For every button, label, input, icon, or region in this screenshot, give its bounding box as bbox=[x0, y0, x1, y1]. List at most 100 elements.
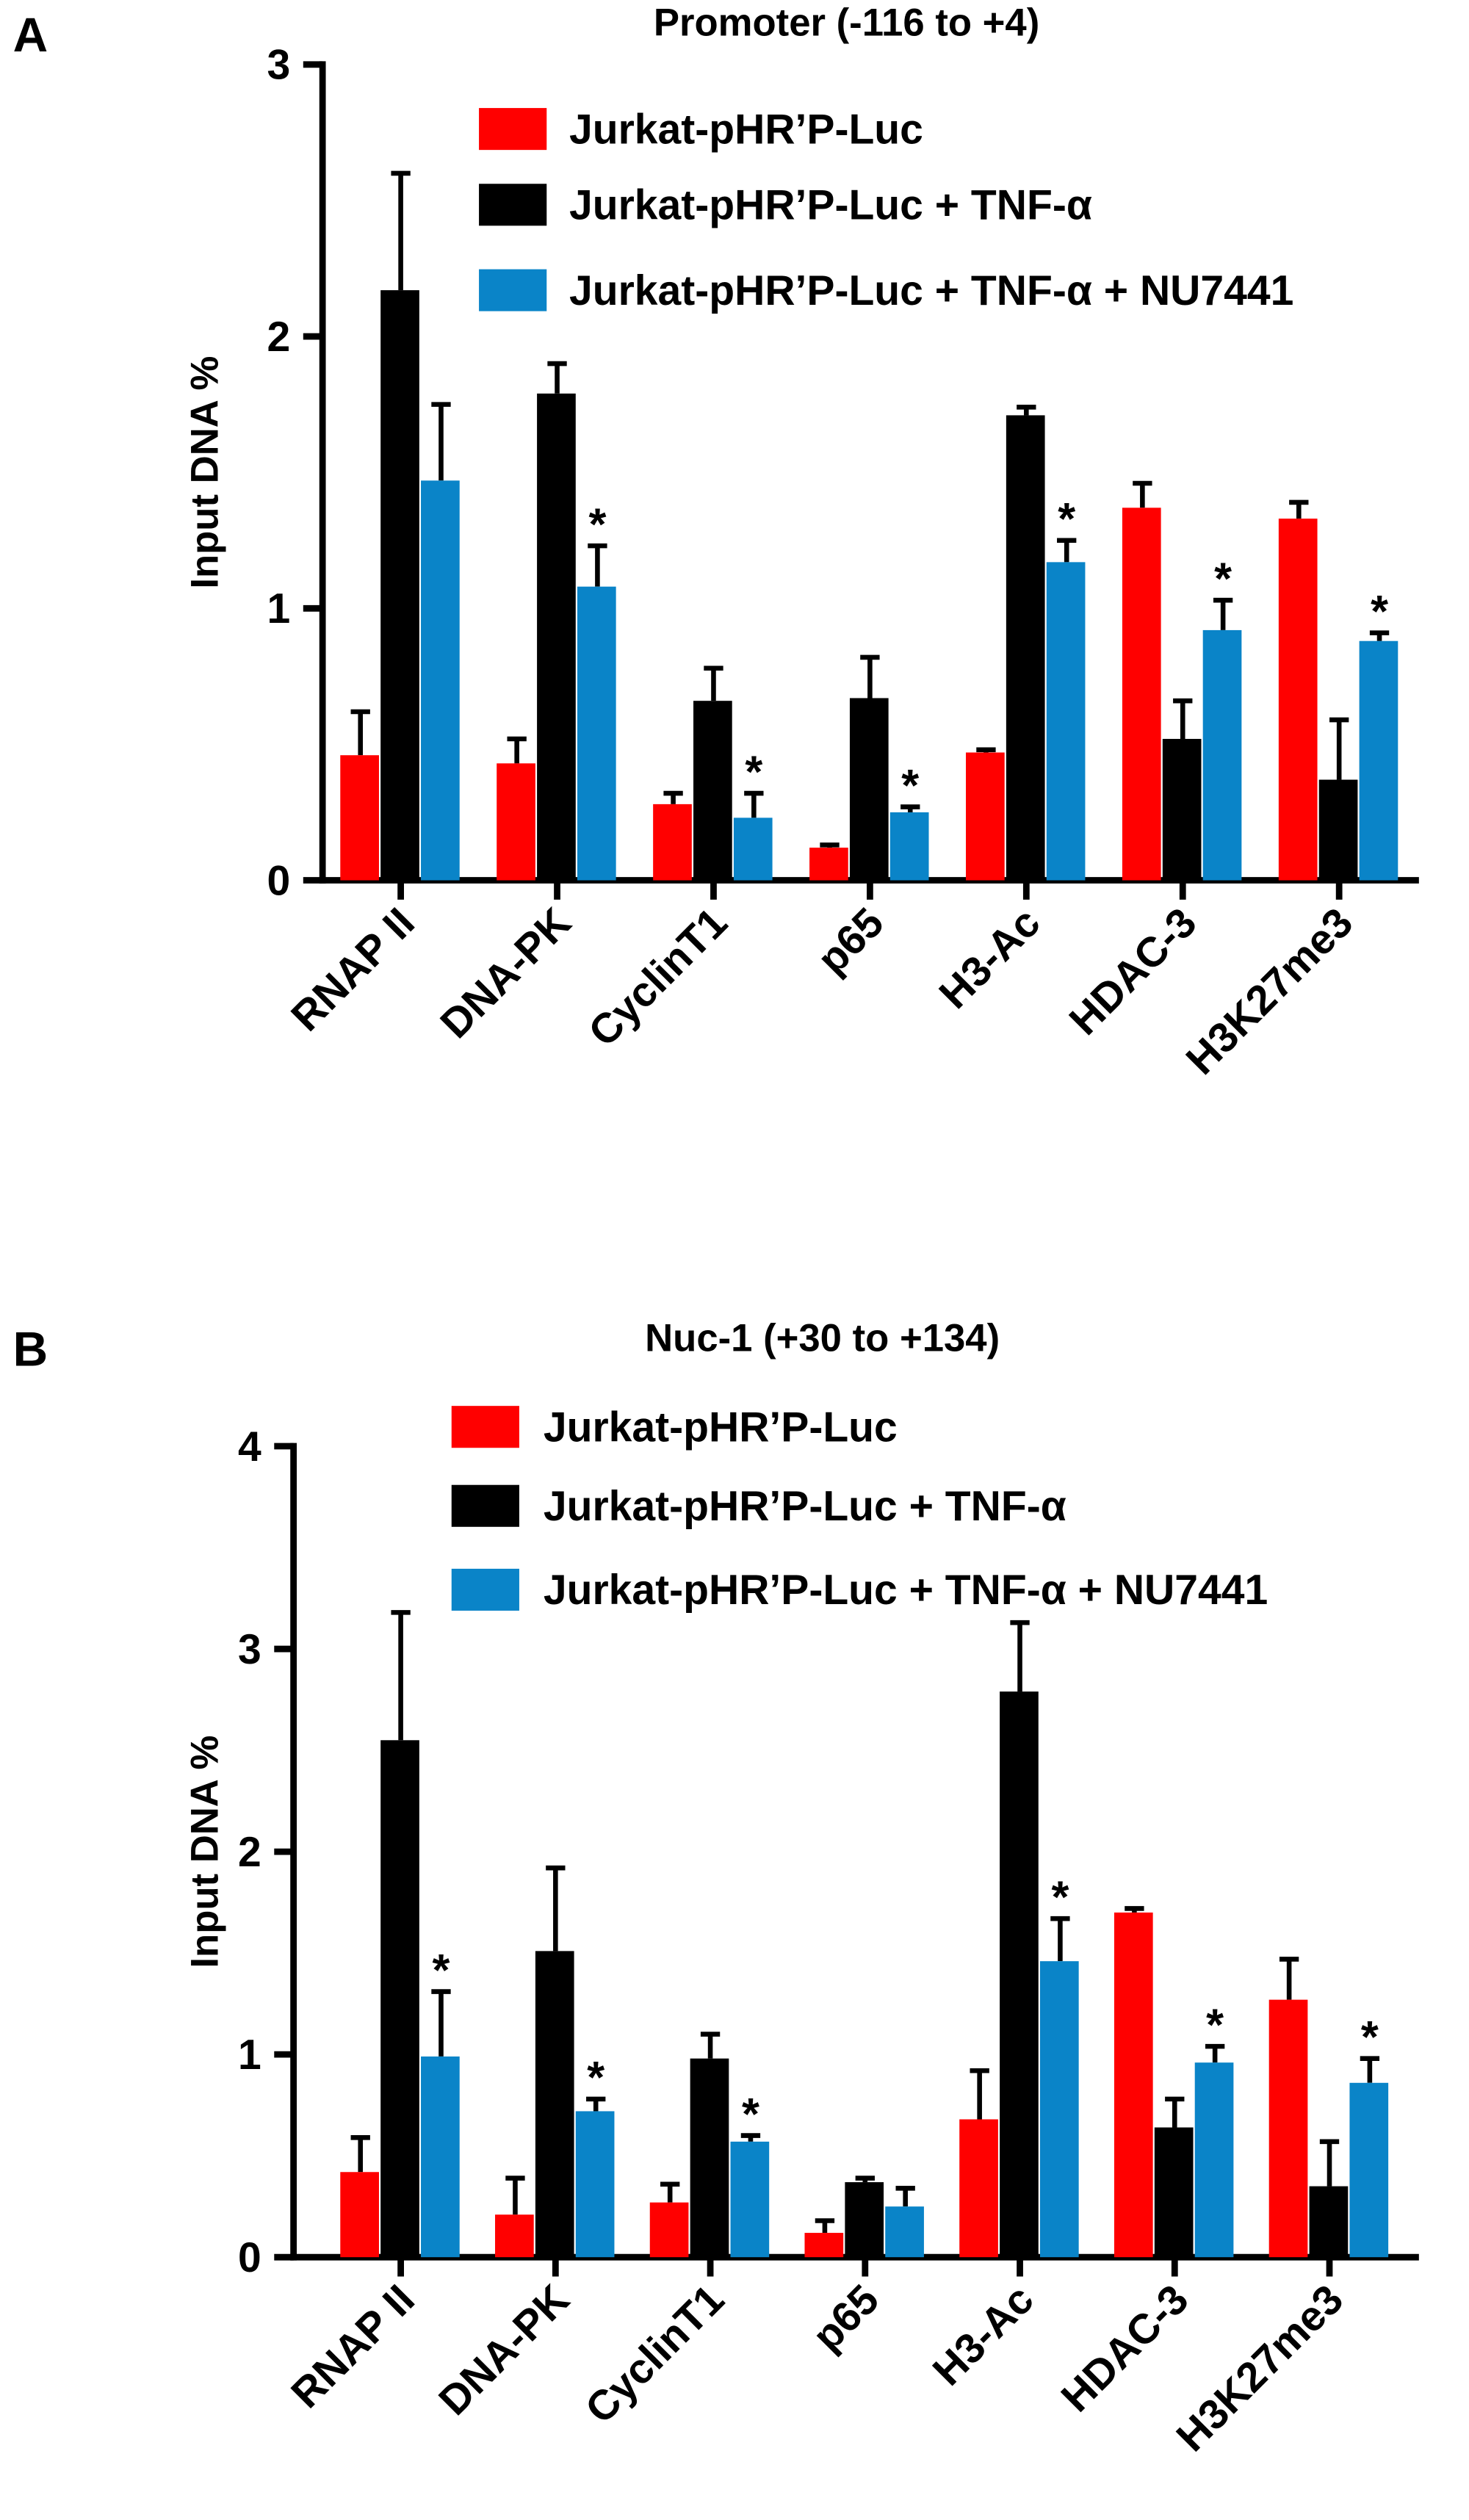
legend-label: Jurkat-pHR’P-Luc bbox=[569, 106, 923, 153]
bar bbox=[889, 812, 929, 881]
error-bar bbox=[1279, 1957, 1299, 2000]
bar bbox=[1122, 508, 1161, 881]
bar bbox=[730, 2141, 770, 2258]
significance-mark: * bbox=[587, 2052, 604, 2103]
y-tick-label: 2 bbox=[238, 1829, 261, 1876]
error-bar bbox=[1369, 630, 1390, 641]
chart-title: Promoter (-116 to +4) bbox=[654, 1, 1039, 44]
bar bbox=[537, 393, 576, 881]
x-tick-label: H3-Ac bbox=[924, 2276, 1043, 2395]
error-bar bbox=[976, 747, 996, 753]
error-bar bbox=[815, 2218, 835, 2234]
significance-mark: * bbox=[1058, 494, 1075, 544]
y-tick-label: 1 bbox=[267, 585, 290, 632]
error-bar bbox=[1289, 499, 1309, 519]
y-tick-label: 0 bbox=[267, 857, 290, 904]
x-tick-label: H3K27me3 bbox=[1168, 2276, 1353, 2461]
error-bar bbox=[1165, 2096, 1185, 2128]
error-bar bbox=[588, 543, 607, 587]
error-bar bbox=[820, 842, 840, 848]
bar bbox=[804, 2233, 844, 2258]
x-tick-label: H3-Ac bbox=[931, 899, 1050, 1018]
x-tick-label: CyclinT1 bbox=[577, 2276, 733, 2433]
y-tick-label: 1 bbox=[238, 2032, 261, 2079]
significance-mark: * bbox=[1206, 1999, 1224, 2050]
bar bbox=[380, 290, 419, 881]
error-bar bbox=[1133, 480, 1152, 508]
error-bar bbox=[740, 2133, 761, 2142]
legend-swatch bbox=[451, 1406, 519, 1448]
error-bar bbox=[350, 709, 370, 756]
significance-mark: * bbox=[1214, 553, 1232, 604]
bar bbox=[1114, 1912, 1153, 2258]
error-bar bbox=[391, 1610, 411, 1741]
bar bbox=[380, 1740, 419, 2258]
error-bar bbox=[1173, 698, 1193, 740]
significance-mark: * bbox=[588, 499, 606, 549]
bar bbox=[1268, 1999, 1308, 2258]
y-axis-label: Input DNA % bbox=[183, 356, 226, 589]
bar bbox=[495, 2214, 534, 2258]
error-bar bbox=[1205, 2043, 1225, 2063]
y-tick-label: 3 bbox=[267, 42, 290, 89]
bar bbox=[535, 1951, 574, 2258]
legend-label: Jurkat-pHR’P-Luc bbox=[544, 1404, 898, 1451]
panel-label: A bbox=[13, 7, 48, 62]
error-bar bbox=[431, 402, 451, 481]
bar bbox=[575, 2111, 615, 2258]
legend-swatch bbox=[479, 108, 547, 151]
y-tick-label: 3 bbox=[238, 1626, 261, 1673]
error-bar bbox=[507, 736, 527, 764]
bar bbox=[733, 817, 773, 881]
error-bar bbox=[704, 665, 723, 701]
error-bar bbox=[700, 2032, 721, 2059]
panel-label: B bbox=[13, 1321, 48, 1376]
significance-mark: * bbox=[901, 760, 919, 811]
error-bar bbox=[900, 804, 920, 812]
bar bbox=[693, 701, 732, 881]
x-tick-label: RNAP II bbox=[282, 2276, 423, 2417]
error-bar bbox=[1329, 717, 1349, 780]
x-tick-label: HDAC-3 bbox=[1053, 2276, 1198, 2422]
legend-swatch bbox=[451, 1568, 519, 1611]
bar bbox=[497, 763, 535, 881]
bar bbox=[1318, 779, 1358, 881]
chart-title: Nuc-1 (+30 to +134) bbox=[645, 1317, 1000, 1360]
error-bar bbox=[1010, 1620, 1030, 1692]
significance-mark: * bbox=[1361, 2012, 1379, 2062]
error-bar bbox=[1125, 1906, 1144, 1913]
y-axis-label: Input DNA % bbox=[183, 1736, 226, 1968]
bar bbox=[690, 2058, 729, 2258]
significance-mark: * bbox=[1051, 1871, 1069, 1922]
bar bbox=[1000, 1692, 1039, 2258]
error-bar bbox=[970, 2068, 989, 2120]
bar bbox=[421, 2056, 460, 2258]
bar bbox=[421, 480, 460, 881]
legend-swatch bbox=[451, 1484, 519, 1527]
bar bbox=[1349, 2082, 1389, 2258]
error-bar bbox=[547, 361, 567, 394]
error-bar bbox=[586, 2096, 606, 2112]
bar bbox=[1039, 1961, 1079, 2258]
y-tick-label: 2 bbox=[267, 314, 290, 361]
legend-label: Jurkat-pHR’P-Luc + TNF-α + NU7441 bbox=[544, 1567, 1268, 1614]
bar bbox=[653, 804, 692, 881]
bar bbox=[1006, 415, 1045, 881]
error-bar bbox=[1050, 1916, 1070, 1962]
error-bar bbox=[1213, 597, 1233, 630]
significance-mark: * bbox=[745, 746, 762, 797]
bar bbox=[809, 848, 848, 881]
bar bbox=[966, 752, 1005, 881]
error-bar bbox=[391, 170, 411, 291]
bar bbox=[1309, 2186, 1349, 2258]
x-tick-label: p65 bbox=[809, 899, 893, 983]
legend-label: Jurkat-pHR’P-Luc + TNF-α bbox=[569, 182, 1092, 229]
bar bbox=[1194, 2062, 1234, 2258]
y-tick-label: 0 bbox=[238, 2234, 261, 2281]
bar bbox=[1154, 2127, 1194, 2258]
significance-mark: * bbox=[742, 2089, 759, 2140]
error-bar bbox=[1017, 405, 1036, 416]
bar bbox=[577, 586, 616, 881]
